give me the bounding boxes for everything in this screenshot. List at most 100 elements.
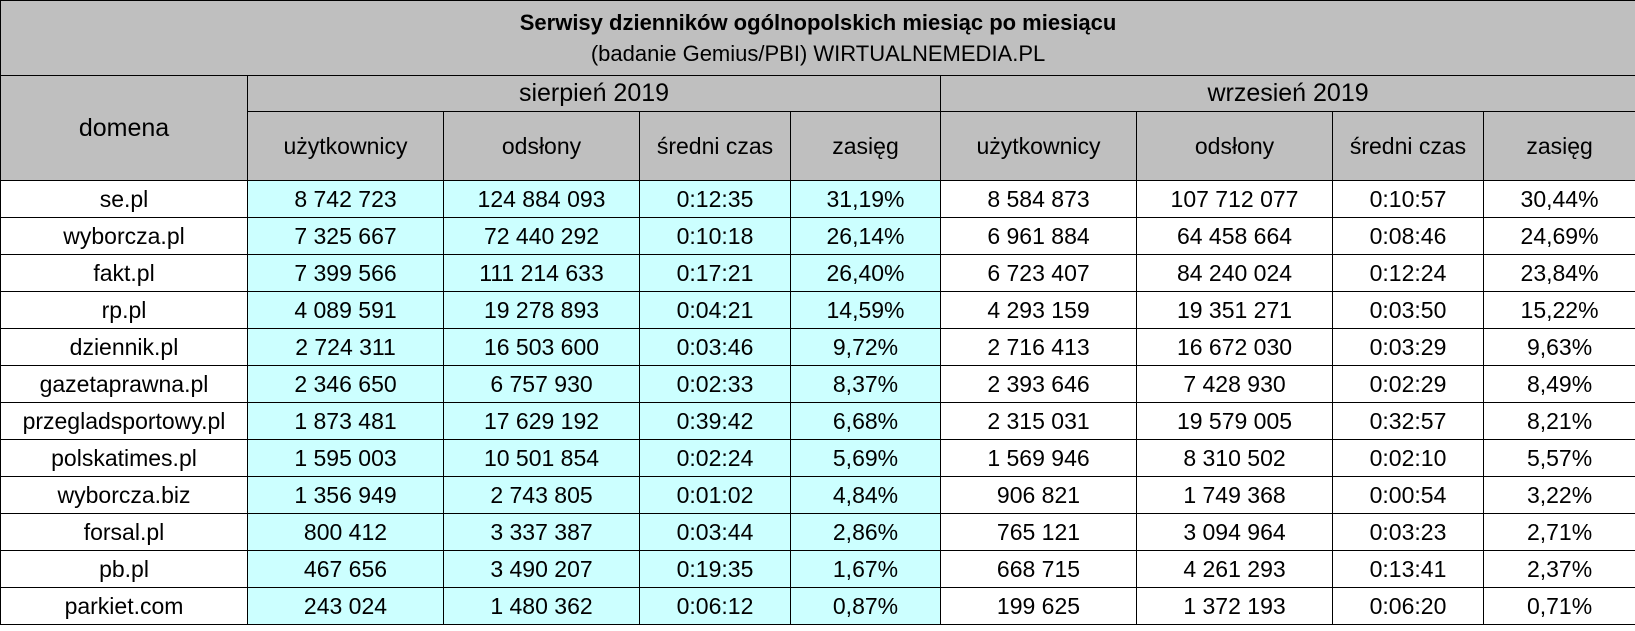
pageviews-sep-cell: 107 712 077: [1136, 180, 1333, 218]
pageviews-aug-cell: 111 214 633: [443, 254, 640, 292]
avg-time-sep-cell: 0:03:23: [1332, 513, 1484, 551]
users-sep-cell: 668 715: [940, 550, 1137, 588]
reach-sep-cell: 0,71%: [1482, 587, 1635, 625]
reach-sep-cell: 8,21%: [1482, 402, 1635, 440]
users-aug-cell: 800 412: [247, 513, 444, 551]
reach-aug-cell: 9,72%: [790, 328, 941, 366]
reach-aug-cell: 14,59%: [790, 291, 941, 329]
column-header-avg-time-sep: średni czas: [1332, 111, 1484, 181]
pageviews-aug-cell: 16 503 600: [443, 328, 640, 366]
users-sep-cell: 765 121: [940, 513, 1137, 551]
reach-sep-cell: 15,22%: [1482, 291, 1635, 329]
avg-time-sep-cell: 0:32:57: [1332, 402, 1484, 440]
avg-time-aug-cell: 0:10:18: [639, 217, 791, 255]
pageviews-sep-cell: 19 579 005: [1136, 402, 1333, 440]
users-aug-cell: 243 024: [247, 587, 444, 625]
pageviews-aug-cell: 17 629 192: [443, 402, 640, 440]
column-header-pageviews-aug: odsłony: [443, 111, 640, 181]
avg-time-sep-cell: 0:00:54: [1332, 476, 1484, 514]
pageviews-aug-cell: 3 490 207: [443, 550, 640, 588]
avg-time-sep-cell: 0:02:10: [1332, 439, 1484, 477]
column-header-reach-sep: zasięg: [1482, 111, 1635, 181]
reach-aug-cell: 0,87%: [790, 587, 941, 625]
avg-time-aug-cell: 0:02:33: [639, 365, 791, 403]
pageviews-aug-cell: 2 743 805: [443, 476, 640, 514]
period-header-row: domena sierpień 2019 wrzesień 2019: [0, 75, 1635, 181]
pageviews-aug-cell: 10 501 854: [443, 439, 640, 477]
reach-sep-cell: 30,44%: [1482, 180, 1635, 218]
users-aug-cell: 1 873 481: [247, 402, 444, 440]
users-sep-cell: 2 716 413: [940, 328, 1137, 366]
avg-time-aug-cell: 0:04:21: [639, 291, 791, 329]
domain-cell: polskatimes.pl: [0, 439, 248, 477]
period-header-september: wrzesień 2019: [939, 75, 1635, 112]
table-title: Serwisy dzienników ogólnopolskich miesią…: [519, 9, 1117, 35]
table-row: wyborcza.biz 1 356 949 2 743 805 0:01:02…: [0, 476, 1635, 514]
reach-aug-cell: 6,68%: [790, 402, 941, 440]
reach-sep-cell: 3,22%: [1482, 476, 1635, 514]
pageviews-aug-cell: 6 757 930: [443, 365, 640, 403]
avg-time-sep-cell: 0:03:29: [1332, 328, 1484, 366]
table-row: wyborcza.pl 7 325 667 72 440 292 0:10:18…: [0, 217, 1635, 255]
users-sep-cell: 2 393 646: [940, 365, 1137, 403]
reach-sep-cell: 2,37%: [1482, 550, 1635, 588]
pageviews-sep-cell: 3 094 964: [1136, 513, 1333, 551]
domain-cell: fakt.pl: [0, 254, 248, 292]
column-header-row: użytkownicy odsłony średni czas zasięg u…: [1, 111, 1635, 181]
reach-sep-cell: 9,63%: [1482, 328, 1635, 366]
column-header-pageviews-sep: odsłony: [1136, 111, 1333, 181]
table-row: rp.pl 4 089 591 19 278 893 0:04:21 14,59…: [0, 291, 1635, 329]
pageviews-aug-cell: 124 884 093: [443, 180, 640, 218]
avg-time-sep-cell: 0:08:46: [1332, 217, 1484, 255]
domain-column-header: domena: [0, 75, 248, 181]
users-aug-cell: 7 399 566: [247, 254, 444, 292]
users-sep-cell: 906 821: [940, 476, 1137, 514]
users-aug-cell: 2 724 311: [247, 328, 444, 366]
reach-sep-cell: 23,84%: [1482, 254, 1635, 292]
table-row: se.pl 8 742 723 124 884 093 0:12:35 31,1…: [0, 180, 1635, 218]
avg-time-sep-cell: 0:03:50: [1332, 291, 1484, 329]
pageviews-sep-cell: 64 458 664: [1136, 217, 1333, 255]
domain-cell: gazetaprawna.pl: [0, 365, 248, 403]
domain-cell: parkiet.com: [0, 587, 248, 625]
avg-time-sep-cell: 0:06:20: [1332, 587, 1484, 625]
avg-time-aug-cell: 0:17:21: [639, 254, 791, 292]
table-subtitle: (badanie Gemius/PBI) WIRTUALNEMEDIA.PL: [590, 41, 1046, 66]
pageviews-sep-cell: 4 261 293: [1136, 550, 1333, 588]
domain-cell: forsal.pl: [0, 513, 248, 551]
avg-time-aug-cell: 0:01:02: [639, 476, 791, 514]
pageviews-sep-cell: 16 672 030: [1136, 328, 1333, 366]
column-header-reach-aug: zasięg: [790, 111, 941, 181]
pageviews-aug-cell: 1 480 362: [443, 587, 640, 625]
users-aug-cell: 7 325 667: [247, 217, 444, 255]
pageviews-aug-cell: 19 278 893: [443, 291, 640, 329]
avg-time-aug-cell: 0:12:35: [639, 180, 791, 218]
pageviews-sep-cell: 84 240 024: [1136, 254, 1333, 292]
reach-sep-cell: 2,71%: [1482, 513, 1635, 551]
column-header-avg-time-aug: średni czas: [639, 111, 791, 181]
reach-aug-cell: 26,14%: [790, 217, 941, 255]
avg-time-sep-cell: 0:02:29: [1332, 365, 1484, 403]
reach-aug-cell: 8,37%: [790, 365, 941, 403]
pageviews-aug-cell: 3 337 387: [443, 513, 640, 551]
avg-time-aug-cell: 0:39:42: [639, 402, 791, 440]
reach-aug-cell: 2,86%: [790, 513, 941, 551]
reach-sep-cell: 24,69%: [1482, 217, 1635, 255]
reach-aug-cell: 26,40%: [790, 254, 941, 292]
domain-cell: przegladsportowy.pl: [0, 402, 248, 440]
reach-sep-cell: 8,49%: [1482, 365, 1635, 403]
users-sep-cell: 1 569 946: [940, 439, 1137, 477]
reach-aug-cell: 1,67%: [790, 550, 941, 588]
avg-time-aug-cell: 0:03:46: [639, 328, 791, 366]
users-sep-cell: 6 723 407: [940, 254, 1137, 292]
title-cell: Serwisy dzienników ogólnopolskich miesią…: [0, 0, 1635, 76]
reach-aug-cell: 5,69%: [790, 439, 941, 477]
table-row: gazetaprawna.pl 2 346 650 6 757 930 0:02…: [0, 365, 1635, 403]
pageviews-sep-cell: 8 310 502: [1136, 439, 1333, 477]
users-sep-cell: 4 293 159: [940, 291, 1137, 329]
table-row: parkiet.com 243 024 1 480 362 0:06:12 0,…: [0, 587, 1635, 625]
domain-cell: dziennik.pl: [0, 328, 248, 366]
column-header-users-sep: użytkownicy: [940, 111, 1137, 181]
table-row: polskatimes.pl 1 595 003 10 501 854 0:02…: [0, 439, 1635, 477]
avg-time-aug-cell: 0:03:44: [639, 513, 791, 551]
